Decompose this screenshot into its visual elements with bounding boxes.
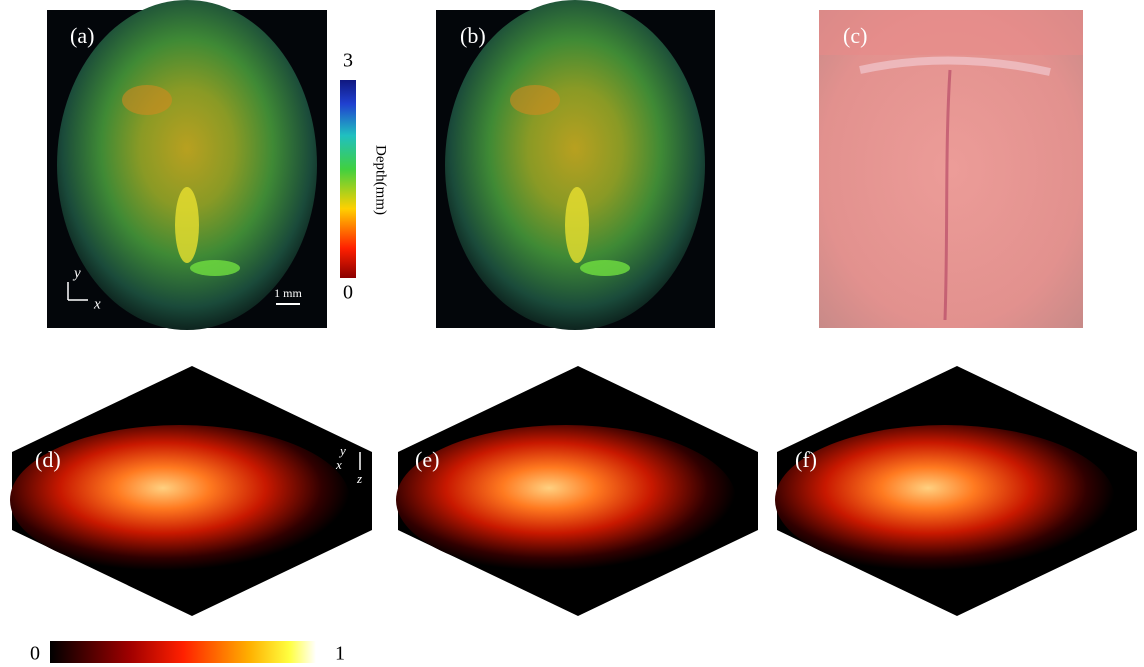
colorbar-min: 0 [343,282,353,304]
panel-f: (f) [775,366,1137,616]
panel-d: (d) y x z [10,366,372,616]
colorbar [340,80,356,278]
volume-render [396,425,736,575]
panel-label: (d) [35,447,61,472]
panel-e: (e) [396,366,758,616]
image [175,187,199,263]
panel-b: (b) [436,0,715,330]
colorbar-min: 0 [30,643,40,665]
image [565,187,589,263]
page: (a) y x 1 mm 3 0 Depth(mm) (b) (c) (d) y… [0,0,1144,667]
image [57,0,317,330]
panel-label: (b) [460,23,486,48]
axis-label: y [72,265,81,281]
scale-bar-label: 1 mm [274,286,302,300]
axis-label: x [93,296,101,312]
volume-render [10,425,350,575]
panel-label: (f) [795,447,817,472]
volume-render [775,425,1115,575]
figure: (a) y x 1 mm 3 0 Depth(mm) (b) (c) (d) y… [0,0,1144,667]
panel-label: (a) [70,23,94,48]
colorbar [50,641,316,663]
panel-label: (c) [843,23,867,48]
colorbar-max: 3 [343,50,353,72]
image [510,85,560,115]
panel-label: (e) [415,447,439,472]
axis-label: x [335,457,342,472]
image [580,260,630,276]
colorbar-max: 1 [335,643,345,665]
image [445,0,705,330]
image [190,260,240,276]
axis-label: z [356,471,362,486]
axis-label: y [338,443,346,458]
panel-c: (c) [819,10,1083,328]
panel-a: (a) y x 1 mm [47,0,327,330]
image [122,85,172,115]
colorbar-title: Depth(mm) [373,145,389,215]
